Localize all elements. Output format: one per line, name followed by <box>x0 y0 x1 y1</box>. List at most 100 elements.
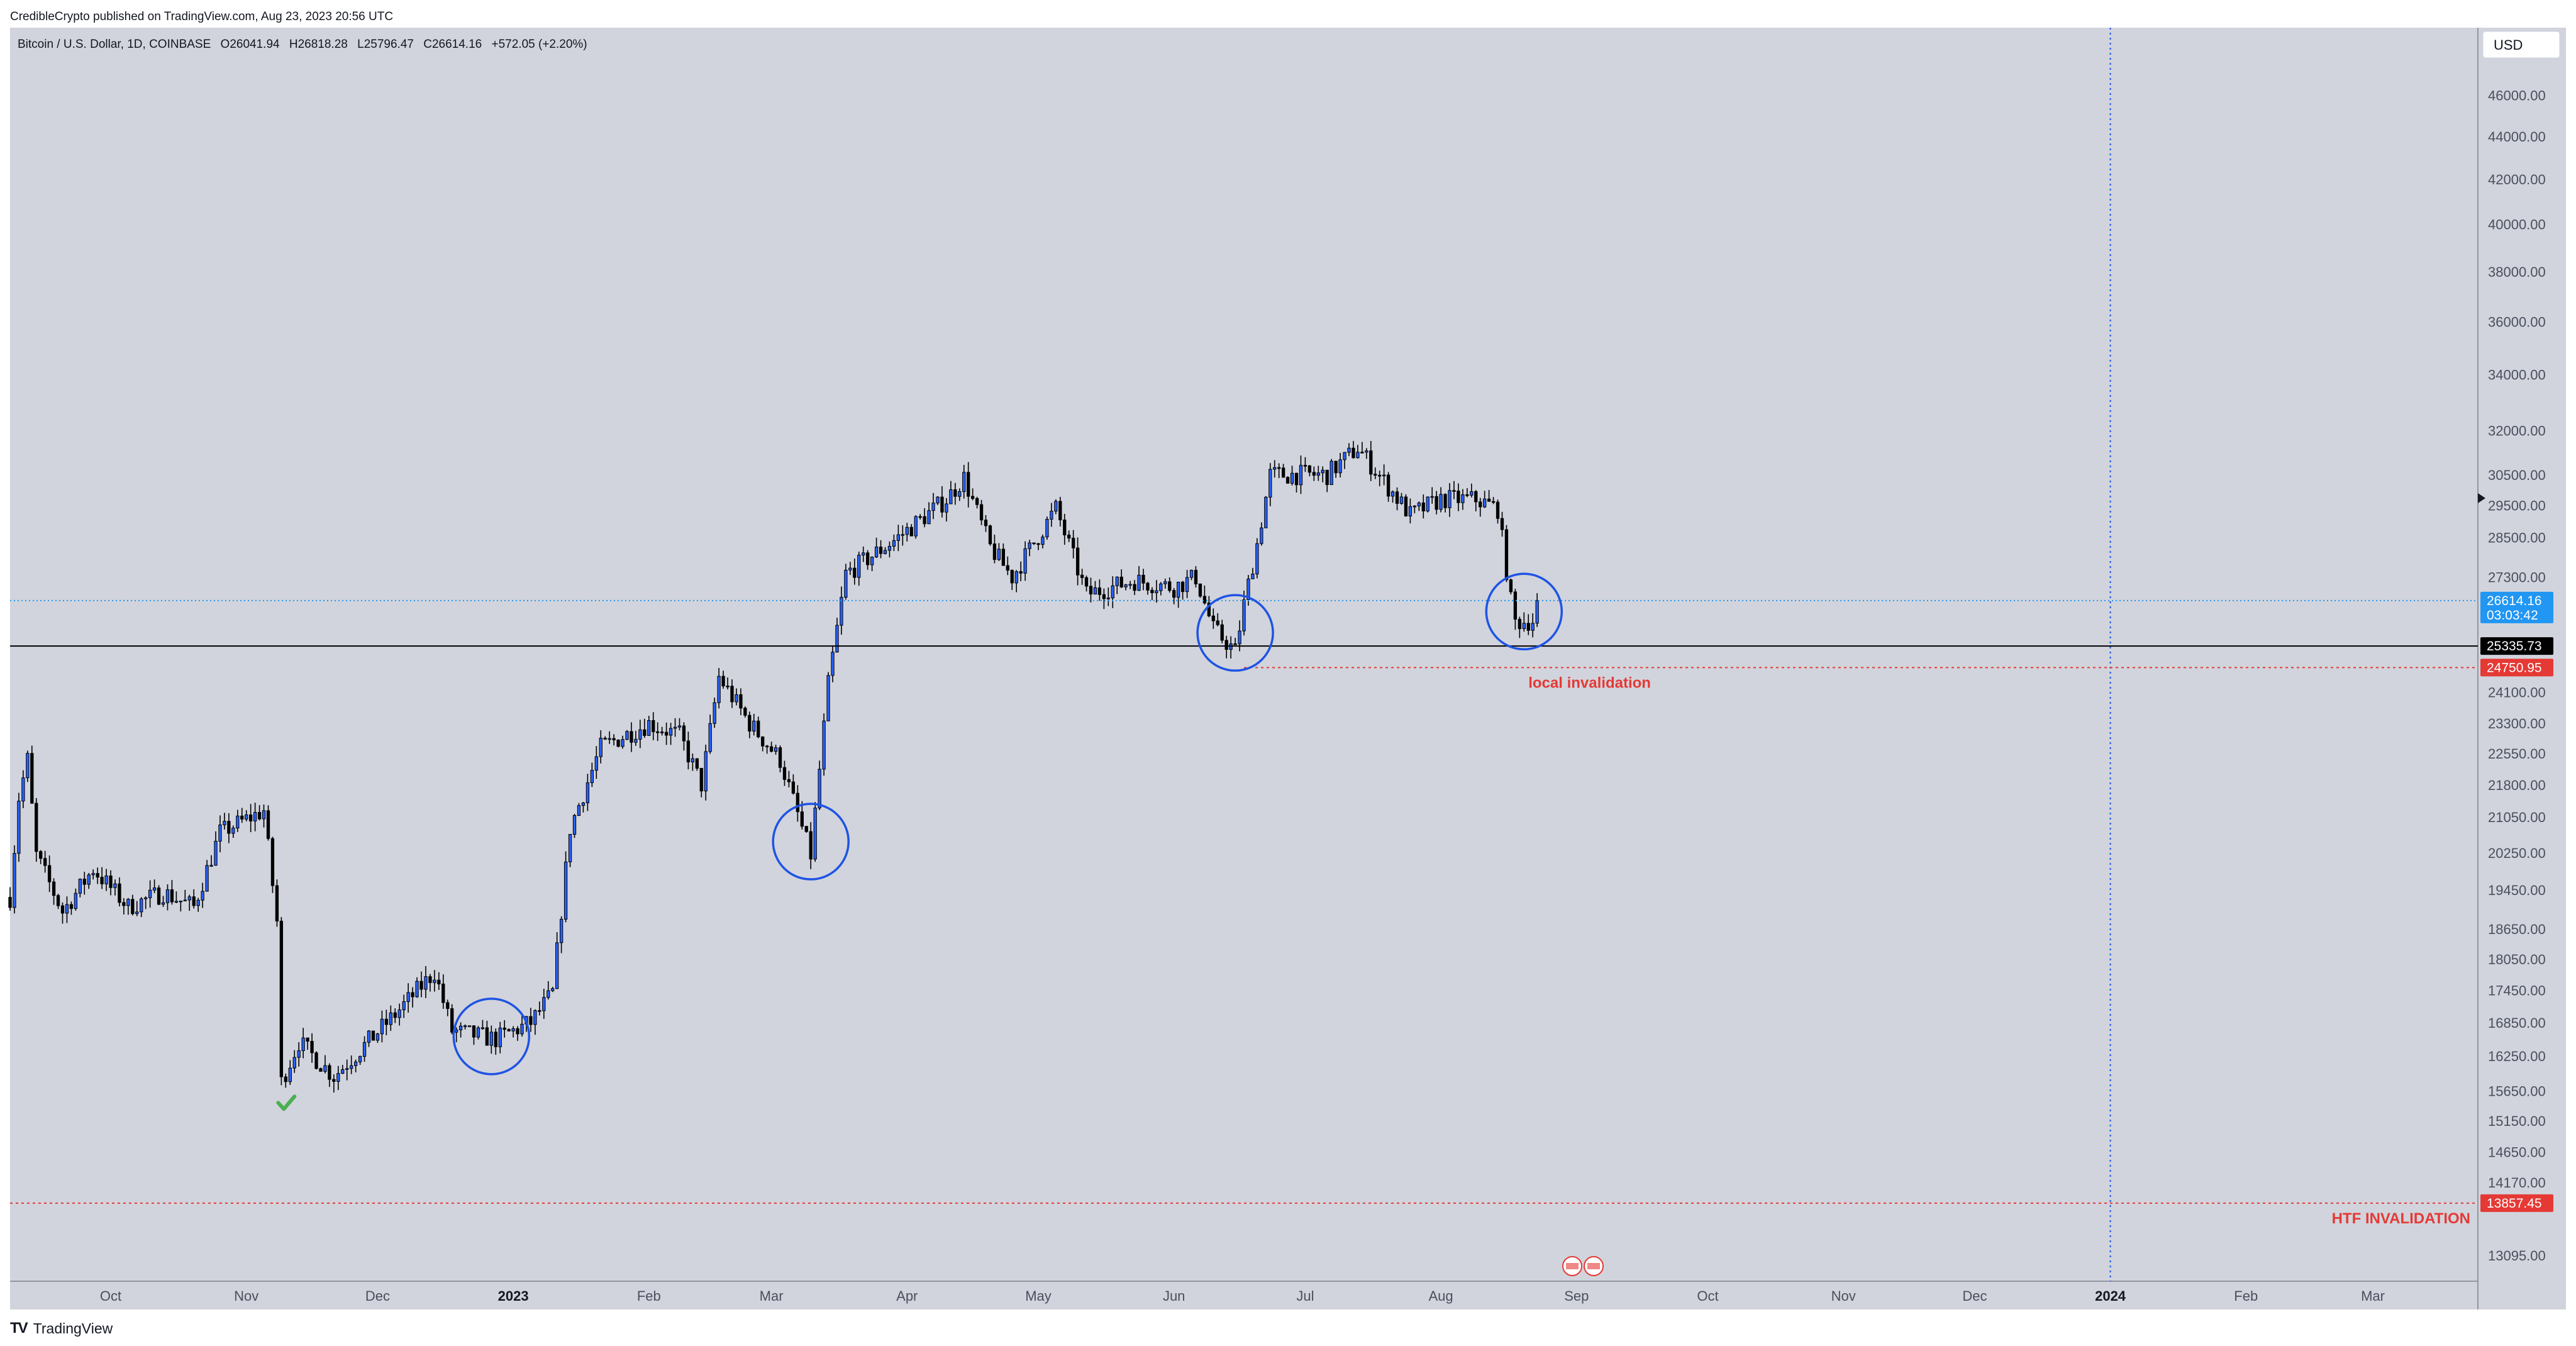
candle-body <box>336 1073 340 1082</box>
time-tick-label: Jul <box>1296 1288 1314 1304</box>
candle-body <box>419 981 423 990</box>
candle-body <box>218 824 222 842</box>
candle-body <box>358 1056 362 1062</box>
candle-body <box>214 840 218 866</box>
candle-body <box>1198 583 1202 597</box>
candle-body <box>529 1016 533 1025</box>
time-tick-label: Nov <box>234 1288 258 1304</box>
candle-body <box>310 1041 314 1054</box>
candle-body <box>927 510 931 525</box>
price-tick-label: 22550.00 <box>2488 746 2546 762</box>
legend[interactable]: Bitcoin / U.S. Dollar, 1D, COINBASE O260… <box>18 38 587 51</box>
time-tick-label: Sep <box>1564 1288 1589 1304</box>
candle-body <box>402 1001 406 1011</box>
candle-body <box>1150 589 1154 593</box>
tradingview-logo-icon[interactable]: TV <box>10 1320 28 1337</box>
candle-body <box>953 489 957 497</box>
price-tick-label: 21050.00 <box>2488 809 2546 825</box>
candle-body <box>279 920 284 1077</box>
candle-body <box>489 1032 493 1046</box>
candle-body <box>572 815 577 835</box>
candle-body <box>1251 574 1255 579</box>
candle-body <box>433 979 436 983</box>
candle-body <box>1111 585 1114 599</box>
candle-body <box>625 731 629 740</box>
currency-button-label: USD <box>2494 37 2523 53</box>
candle-body <box>970 496 975 499</box>
candle-body <box>323 1065 327 1072</box>
time-tick-label: Feb <box>637 1288 661 1304</box>
candle-body <box>940 496 944 513</box>
candle-body <box>656 731 660 733</box>
candle-body <box>1260 527 1263 544</box>
candle-body <box>1189 570 1194 578</box>
candle-body <box>594 756 598 771</box>
candle-body <box>997 548 1001 560</box>
candle-body <box>332 1079 336 1082</box>
price-tag <box>2480 659 2553 677</box>
candle-body <box>1067 535 1071 539</box>
candle-body <box>958 491 962 497</box>
time-tick-label: Dec <box>1962 1288 1987 1304</box>
price-tag-label: 26614.16 <box>2487 594 2542 608</box>
price-tag <box>2480 591 2553 623</box>
candle-body <box>664 731 669 736</box>
price-tick-label: 23300.00 <box>2488 716 2546 731</box>
time-tick-label: May <box>1025 1288 1052 1304</box>
candle-body <box>520 1023 524 1035</box>
candle-body <box>458 1025 463 1030</box>
candle-body <box>161 902 165 905</box>
time-tick-label: Mar <box>760 1288 784 1304</box>
candle-body <box>1352 447 1355 459</box>
candle-body <box>1321 470 1324 474</box>
candle-body <box>262 810 266 820</box>
price-tick-label: 14170.00 <box>2488 1175 2546 1191</box>
time-tick-label: Oct <box>1697 1288 1718 1304</box>
candle-body <box>498 1027 502 1047</box>
candle-body <box>122 902 126 906</box>
time-scale-background[interactable] <box>10 1282 2478 1310</box>
candle-body <box>1522 623 1526 630</box>
candle-body <box>157 887 161 905</box>
candle-body <box>844 569 848 598</box>
candle-body <box>1435 496 1438 510</box>
candle-body <box>1421 503 1425 512</box>
candle-body <box>796 793 799 813</box>
currency-button[interactable]: USD <box>2482 31 2560 58</box>
us-flag-stripe-icon <box>1566 1263 1579 1269</box>
candle-body <box>1417 503 1421 506</box>
candle-body <box>787 779 791 782</box>
candle-body <box>677 725 682 728</box>
time-tick-label: 2024 <box>2095 1288 2126 1304</box>
candle-body <box>800 811 804 827</box>
price-tick-label: 36000.00 <box>2488 314 2546 330</box>
candle-body <box>35 803 38 852</box>
candle-body <box>1159 583 1163 591</box>
candle-body <box>314 1052 318 1069</box>
candle-body <box>1347 447 1351 453</box>
highlight-circle <box>772 803 850 881</box>
candle-body <box>1461 494 1465 503</box>
candle-body <box>1526 623 1530 631</box>
candle-body <box>721 676 725 687</box>
candle-body <box>1299 465 1303 486</box>
candle-body <box>782 767 787 780</box>
scroll-arrow-icon[interactable] <box>2478 493 2485 503</box>
candle-body <box>962 472 966 492</box>
candle-body <box>1242 599 1246 631</box>
candle-body <box>415 981 419 998</box>
candle-body <box>887 546 892 551</box>
chart-pane-background[interactable] <box>10 28 2478 1282</box>
candle-body <box>936 496 940 504</box>
candle-body <box>848 567 852 570</box>
events-icons[interactable] <box>1562 1256 1604 1276</box>
candle-body <box>673 726 677 729</box>
candle-body <box>1430 496 1434 498</box>
candle-body <box>559 918 564 943</box>
candle-body <box>1264 496 1268 528</box>
footer-brand[interactable]: TradingView <box>33 1320 113 1337</box>
candle-body <box>43 858 47 866</box>
candle-body <box>306 1037 309 1042</box>
